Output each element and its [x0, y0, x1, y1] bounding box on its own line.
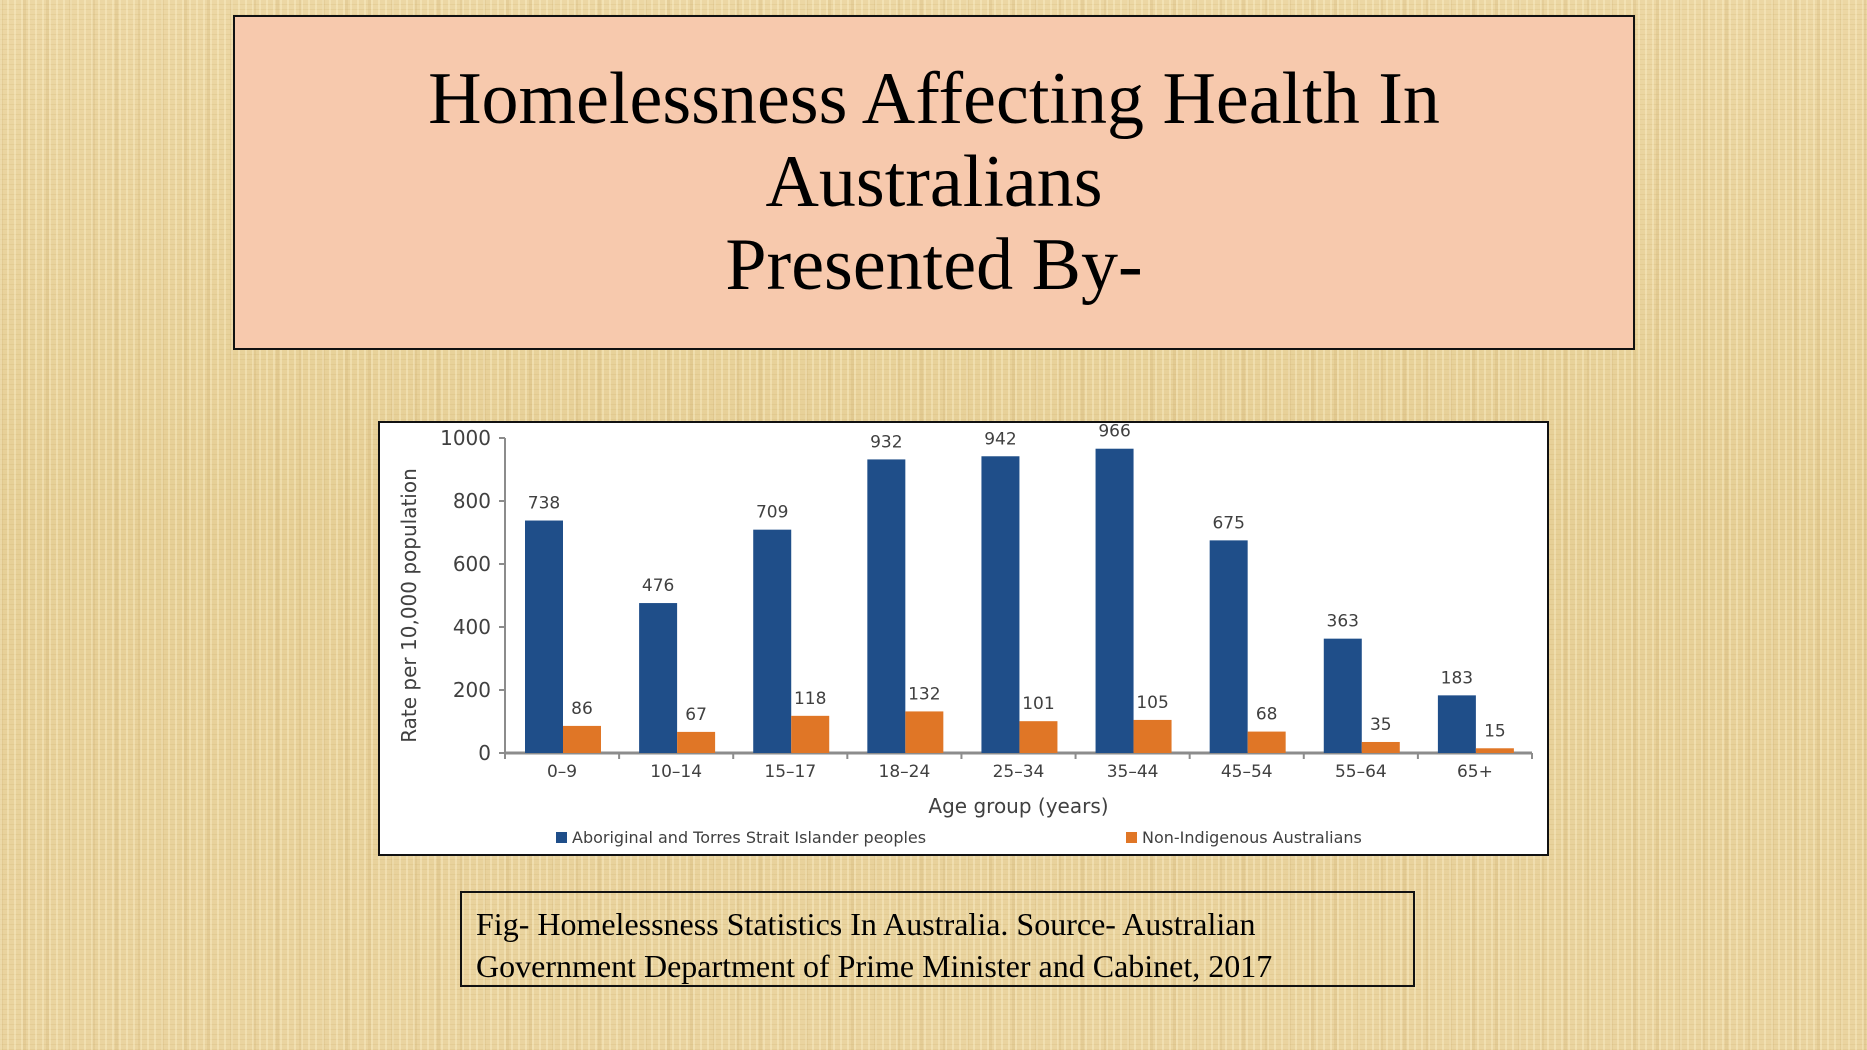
bar-non-indigenous: [1133, 719, 1172, 753]
bar-chart: 0 200 400 600 800 1000 738 86 0–9 476 67 10–14 709 11…: [378, 421, 1549, 856]
legend-swatch: [556, 832, 567, 843]
bar-non-indigenous: [1475, 748, 1514, 753]
caption-line-1: Fig- Homelessness Statistics In Australi…: [476, 906, 1256, 942]
bar-indigenous: [1323, 638, 1362, 753]
data-label: 101: [1022, 694, 1054, 714]
data-label: 363: [1327, 612, 1359, 632]
data-label: 738: [528, 494, 560, 514]
legend-label: Non-Indigenous Australians: [1142, 828, 1362, 847]
x-tick-label: 65+: [1457, 762, 1493, 782]
bar-indigenous: [753, 529, 792, 753]
x-tick-label: 0–9: [547, 762, 577, 782]
y-tick-label: 600: [453, 552, 491, 576]
bar-non-indigenous: [563, 725, 601, 753]
x-tick-label: 18–24: [879, 762, 931, 782]
bar-indigenous: [867, 459, 906, 753]
data-label: 67: [685, 705, 707, 725]
data-label: 966: [1098, 423, 1130, 442]
data-label: 86: [571, 699, 593, 719]
data-label: 709: [756, 503, 788, 523]
data-label: 675: [1212, 513, 1244, 533]
y-tick-label: 800: [453, 489, 491, 513]
title-box: Homelessness Affecting Health In Austral…: [233, 15, 1635, 350]
figure-caption: Fig- Homelessness Statistics In Australi…: [460, 891, 1415, 987]
data-label: 35: [1370, 715, 1392, 735]
bar-non-indigenous: [1019, 721, 1058, 753]
data-label: 15: [1484, 721, 1506, 741]
bar-indigenous: [525, 520, 563, 753]
data-label: 476: [642, 576, 674, 596]
legend-swatch: [1126, 832, 1137, 843]
bar-non-indigenous: [1361, 741, 1400, 753]
x-tick-label: 10–14: [650, 762, 702, 782]
x-axis-title: Age group (years): [928, 794, 1108, 818]
data-label: 183: [1441, 668, 1473, 688]
title-line-1: Homelessness Affecting Health In: [428, 58, 1440, 140]
x-tick-label: 25–34: [993, 762, 1045, 782]
y-tick-label: 200: [453, 678, 491, 702]
bar-indigenous: [1095, 448, 1134, 753]
x-tick-label: 55–64: [1335, 762, 1387, 782]
y-tick-label: 0: [478, 741, 491, 765]
data-label: 942: [984, 429, 1016, 449]
bar-indigenous: [1437, 695, 1476, 753]
y-axis-title: Rate per 10,000 population: [397, 468, 421, 743]
title-line-3: Presented By-: [725, 224, 1143, 306]
data-label: 932: [870, 432, 902, 452]
x-tick-label: 35–44: [1107, 762, 1159, 782]
bar-non-indigenous: [791, 715, 830, 753]
bar-non-indigenous: [677, 731, 716, 753]
title-line-2: Australians: [765, 141, 1103, 223]
chart-canvas: 0 200 400 600 800 1000 738 86 0–9 476 67 10–14 709 11…: [397, 423, 1533, 847]
bar-indigenous: [1209, 540, 1248, 753]
bar-indigenous: [639, 603, 678, 753]
bar-non-indigenous: [905, 711, 944, 753]
y-tick-label: 400: [453, 615, 491, 639]
data-label: 68: [1256, 705, 1278, 725]
data-label: 118: [794, 689, 826, 709]
x-tick-label: 45–54: [1221, 762, 1273, 782]
data-label: 132: [908, 684, 940, 704]
legend-label: Aboriginal and Torres Strait Islander pe…: [572, 828, 926, 847]
x-tick-label: 15–17: [764, 762, 816, 782]
data-label: 105: [1136, 693, 1168, 713]
caption-line-2: Government Department of Prime Minister …: [476, 948, 1273, 984]
bar-non-indigenous: [1247, 731, 1286, 753]
y-tick-label: 1000: [440, 426, 491, 450]
bar-indigenous: [981, 456, 1020, 753]
